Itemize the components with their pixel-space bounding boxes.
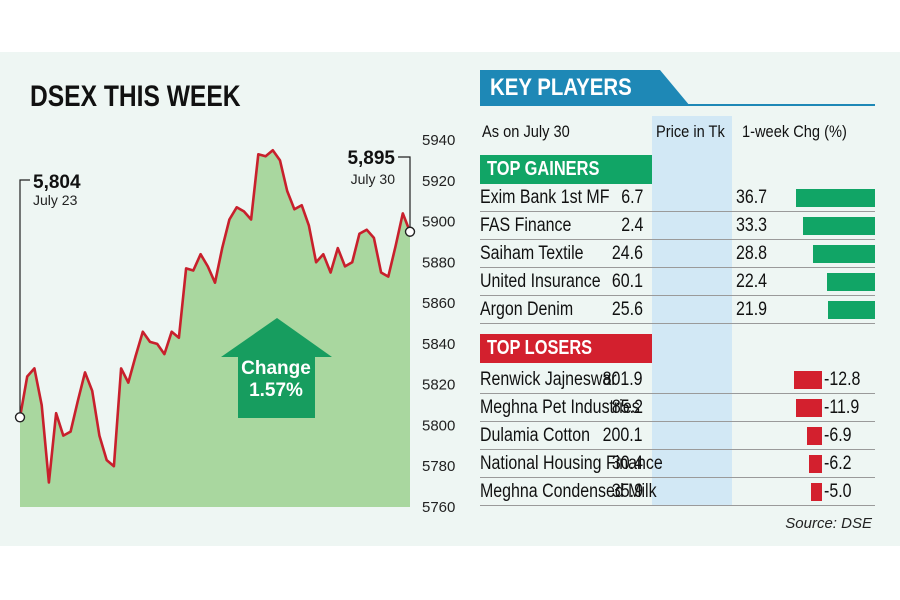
loser-row: Meghna Pet Industries 85.2 -11.9 [480,394,875,422]
series-line [18,148,412,484]
price-value: 35.9 [611,481,643,502]
loser-change-bar [808,455,822,473]
company-name: National Housing Finance [480,453,663,474]
start-marker [14,412,26,423]
top-gainers-label: TOP GAINERS [487,158,600,180]
end-value-label: 5,895 [347,148,395,169]
key-players-banner [480,70,690,106]
change-value: -12.8 [824,369,861,390]
y-tick-label: 5820 [422,377,455,394]
company-name: FAS Finance [480,215,572,236]
loser-row: Renwick Jajneswar 801.9 -12.8 [480,366,875,394]
y-tick-label: 5940 [422,132,455,149]
price-value: 2.4 [620,215,643,236]
gainer-row: United Insurance 60.1 22.4 [480,268,875,296]
gainer-change-bar [826,273,875,291]
chart-title: DSEX THIS WEEK [30,80,241,113]
company-name: United Insurance [480,271,601,292]
change-value: 33.3 [736,215,768,236]
as-on-header: As on July 30 [482,122,570,141]
y-tick-label: 5800 [422,417,455,434]
top-losers-label: TOP LOSERS [487,337,593,359]
y-tick-label: 5900 [422,214,455,231]
loser-row: Meghna Condensed Milk 35.9 -5.0 [480,478,875,506]
gainer-row: Saiham Textile 24.6 28.8 [480,240,875,268]
gainer-change-bar [827,301,875,319]
company-name: Meghna Condensed Milk [480,481,657,502]
gainer-row: Argon Denim 25.6 21.9 [480,296,875,324]
price-value: 25.6 [611,299,643,320]
loser-change-bar [811,483,822,501]
company-name: Meghna Pet Industries [480,397,640,418]
change-value: 1.57% [249,380,303,401]
price-value: 85.2 [611,397,643,418]
start-leader-line [19,179,30,418]
company-name: Exim Bank 1st MF [480,187,610,208]
key-players-title: KEY PLAYERS [490,74,632,101]
company-name: Renwick Jajneswar [480,369,617,390]
change-value: -11.9 [824,397,860,418]
price-value: 200.1 [603,425,643,446]
price-header: Price in Tk [656,122,725,141]
gainer-row: Exim Bank 1st MF 6.7 36.7 [480,184,875,212]
loser-change-bar [796,399,822,417]
end-date-label: July 30 [351,171,396,187]
source-note: Source: DSE [785,515,872,532]
y-tick-label: 5760 [422,499,455,516]
y-tick-label: 5880 [422,254,455,271]
change-value: 22.4 [736,271,768,292]
change-value: -6.9 [824,425,852,446]
price-value: 6.7 [620,187,643,208]
top-losers-banner: TOP LOSERS [480,334,652,363]
end-marker [404,226,416,237]
change-value: -6.2 [824,453,852,474]
loser-row: Dulamia Cotton 200.1 -6.9 [480,422,875,450]
price-value: 30.4 [611,453,643,474]
loser-change-bar [807,427,822,445]
y-tick-label: 5780 [422,458,455,475]
gainer-change-bar [803,217,875,235]
change-header: 1-week Chg (%) [742,122,847,141]
loser-row: National Housing Finance 30.4 -6.2 [480,450,875,478]
price-value: 60.1 [611,271,643,292]
y-tick-label: 5860 [422,295,455,312]
gainer-change-bar [795,189,875,207]
y-tick-label: 5920 [422,173,455,190]
price-value: 801.9 [603,369,643,390]
change-value: -5.0 [824,481,852,502]
change-label: Change [241,358,311,379]
gainer-row: FAS Finance 2.4 33.3 [480,212,875,240]
gainer-change-bar [812,245,875,263]
company-name: Argon Denim [480,299,574,320]
company-name: Dulamia Cotton [480,425,591,446]
loser-change-bar [794,371,822,389]
start-value-label: 5,804 [33,172,81,193]
change-value: 21.9 [736,299,768,320]
company-name: Saiham Textile [480,243,584,264]
change-value: 36.7 [736,187,768,208]
price-column-highlight [652,116,732,506]
y-tick-label: 5840 [422,336,455,353]
start-date-label: July 23 [33,192,78,208]
price-value: 24.6 [611,243,643,264]
change-value: 28.8 [736,243,768,264]
change-arrow-icon [221,318,332,418]
top-gainers-banner: TOP GAINERS [480,155,652,184]
end-leader-line [398,156,411,232]
key-players-rule [480,104,875,106]
series-area [20,150,410,507]
